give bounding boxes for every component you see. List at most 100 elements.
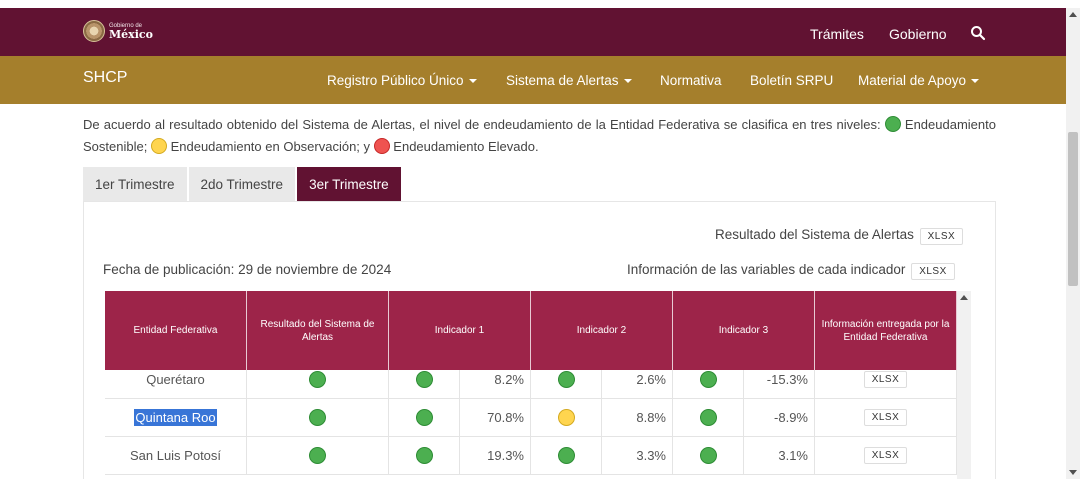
logo-big-text: México xyxy=(109,27,153,41)
table-cell: XLSX xyxy=(815,436,957,475)
status-green-icon xyxy=(415,409,433,426)
green-level-icon xyxy=(884,116,901,132)
table-cell xyxy=(247,360,389,399)
header-indicador-1: Indicador 1 xyxy=(389,291,531,370)
variables-line: Información de las variables de cada ind… xyxy=(627,262,955,280)
table-cell: 8.2% xyxy=(460,360,531,399)
table-cell: -8.9% xyxy=(744,398,815,437)
table-scroll-up-icon[interactable] xyxy=(960,295,968,300)
scroll-down-icon[interactable] xyxy=(1069,470,1077,475)
nav-boletin-srpu[interactable]: Boletín SRPU xyxy=(750,73,834,88)
table-cell: 19.3% xyxy=(460,436,531,475)
table-cell xyxy=(389,398,460,437)
status-green-icon xyxy=(415,447,433,464)
fecha-publicacion: Fecha de publicación: 29 de noviembre de… xyxy=(103,262,392,277)
info-xlsx-button[interactable]: XLSX xyxy=(863,371,908,388)
status-green-icon xyxy=(309,409,326,426)
yellow-level-icon xyxy=(150,138,167,154)
table-cell: Quintana Roo xyxy=(105,398,247,437)
resultado-xlsx-button[interactable]: XLSX xyxy=(919,228,964,245)
search-icon[interactable] xyxy=(970,25,986,41)
indicador-1-value: 8.2% xyxy=(494,372,524,387)
status-green-icon xyxy=(557,371,575,388)
nav-registro-publico-unico[interactable]: Registro Público Único xyxy=(327,73,477,88)
indicador-3-value: -15.3% xyxy=(766,372,808,387)
indicador-1-value: 70.8% xyxy=(487,410,524,425)
entidad-name[interactable]: Quintana Roo xyxy=(134,409,217,426)
logo-small-text: Gobierno de xyxy=(109,22,143,29)
page-scroll-thumb[interactable] xyxy=(1068,132,1078,286)
nav-gobierno[interactable]: Gobierno xyxy=(889,26,947,42)
table-row: Quintana Roo 70.8% 8.8% -8.9% XLSX xyxy=(105,398,957,437)
indicador-3-value: -8.9% xyxy=(774,410,808,425)
indicador-2-value: 2.6% xyxy=(636,372,666,387)
brand-shcp[interactable]: SHCP xyxy=(83,69,128,86)
table-row: Querétaro 8.2% 2.6% -15.3% XLSX xyxy=(105,360,957,399)
table-cell: Querétaro xyxy=(105,360,247,399)
table-cell xyxy=(673,436,744,475)
status-green-icon xyxy=(415,371,433,388)
nav-sistema-de-alertas[interactable]: Sistema de Alertas xyxy=(506,73,632,88)
table-cell xyxy=(673,398,744,437)
table-cell: 8.8% xyxy=(602,398,673,437)
table-row: San Luis Potosí 19.3% 3.3% 3.1% XLSX xyxy=(105,436,957,475)
table-header: Entidad Federativa Resultado del Sistema… xyxy=(105,291,957,370)
status-green-icon xyxy=(557,447,575,464)
entidad-name[interactable]: Querétaro xyxy=(146,372,205,387)
table-cell xyxy=(673,360,744,399)
header-resultado: Resultado del Sistema de Alertas xyxy=(247,291,389,370)
indicador-1-value: 19.3% xyxy=(487,448,524,463)
table-body: Querétaro 8.2% 2.6% -15.3% XLSX Quintana Roo 7… xyxy=(105,360,957,475)
info-xlsx-button[interactable]: XLSX xyxy=(863,447,908,464)
tab-1er-trimestre[interactable]: 1er Trimestre xyxy=(83,167,187,201)
resultado-line: Resultado del Sistema de Alertas XLSX xyxy=(715,227,964,245)
header-entidad: Entidad Federativa xyxy=(105,291,247,370)
table-cell: -15.3% xyxy=(744,360,815,399)
nav-normativa[interactable]: Normativa xyxy=(660,73,722,88)
table-cell xyxy=(531,436,602,475)
variables-xlsx-button[interactable]: XLSX xyxy=(911,263,955,280)
table-cell: 3.3% xyxy=(602,436,673,475)
indicador-3-value: 3.1% xyxy=(778,448,808,463)
status-green-icon xyxy=(309,447,326,464)
header-indicador-3: Indicador 3 xyxy=(673,291,815,370)
alert-levels-description: De acuerdo al resultado obtenido del Sis… xyxy=(83,116,996,154)
window-top-strip xyxy=(0,0,1080,8)
indicador-2-value: 8.8% xyxy=(636,410,666,425)
status-green-icon xyxy=(699,371,717,388)
table-cell: San Luis Potosí xyxy=(105,436,247,475)
table-cell xyxy=(247,398,389,437)
scroll-up-icon[interactable] xyxy=(1069,12,1077,17)
table-scrollbar[interactable] xyxy=(957,291,971,479)
status-green-icon xyxy=(699,447,717,464)
tab-3er-trimestre[interactable]: 3er Trimestre xyxy=(297,167,401,201)
info-xlsx-button[interactable]: XLSX xyxy=(863,409,908,426)
entidad-name[interactable]: San Luis Potosí xyxy=(129,448,222,463)
page-scrollbar[interactable] xyxy=(1066,8,1080,479)
alerts-table: Entidad Federativa Resultado del Sistema… xyxy=(105,291,971,479)
header-informacion: Información entregada por la Entidad Fed… xyxy=(815,291,957,370)
chevron-down-icon xyxy=(623,79,632,84)
nav-material-de-apoyo[interactable]: Material de Apoyo xyxy=(858,73,980,88)
government-header: Gobierno de México Trámites Gobierno xyxy=(0,8,1066,56)
national-seal-icon xyxy=(83,20,105,42)
red-level-icon xyxy=(373,138,390,154)
status-green-icon xyxy=(699,409,717,426)
table-cell xyxy=(531,360,602,399)
table-cell: XLSX xyxy=(815,360,957,399)
table-cell: 70.8% xyxy=(460,398,531,437)
chevron-down-icon xyxy=(971,79,980,84)
table-cell xyxy=(531,398,602,437)
indicador-2-value: 3.3% xyxy=(636,448,666,463)
status-green-icon xyxy=(309,371,326,388)
chevron-down-icon xyxy=(468,79,477,84)
table-cell: 3.1% xyxy=(744,436,815,475)
table-cell xyxy=(247,436,389,475)
table-cell xyxy=(389,360,460,399)
header-indicador-2: Indicador 2 xyxy=(531,291,673,370)
gobierno-logo[interactable]: Gobierno de México xyxy=(83,20,153,42)
nav-tramites[interactable]: Trámites xyxy=(810,26,864,42)
tab-2do-trimestre[interactable]: 2do Trimestre xyxy=(188,167,296,201)
status-yellow-icon xyxy=(557,409,575,426)
